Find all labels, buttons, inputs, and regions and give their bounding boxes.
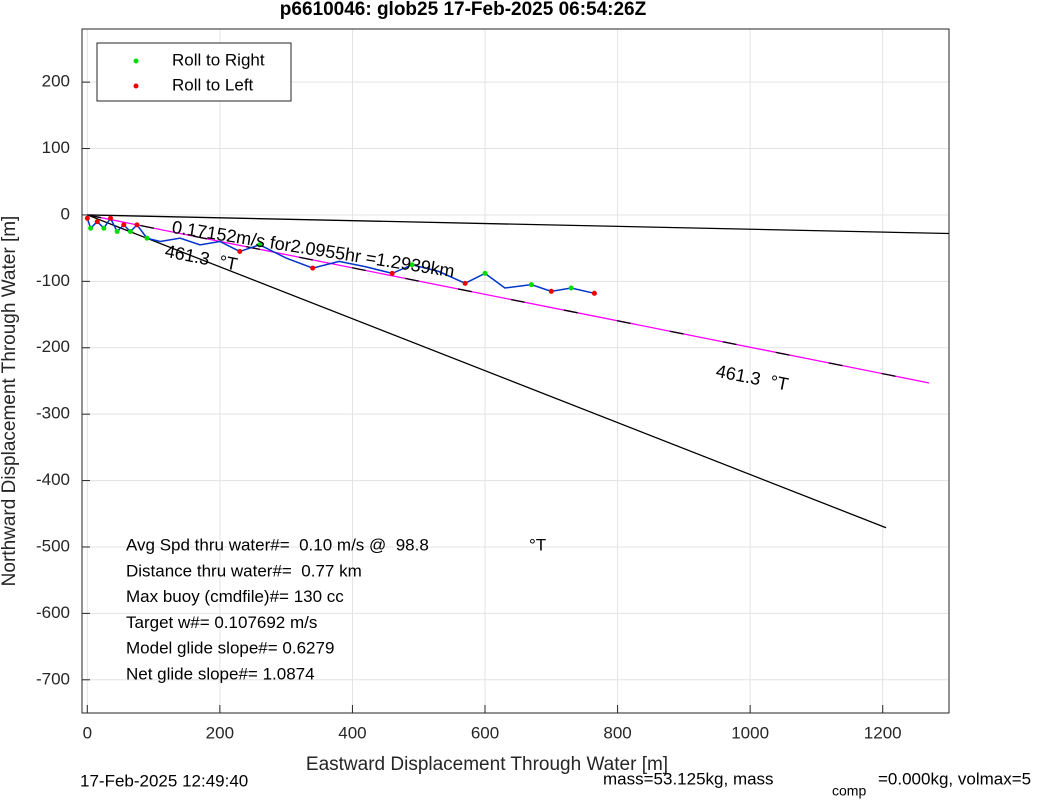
point bbox=[237, 248, 243, 254]
point bbox=[548, 288, 554, 294]
info-unit: °T bbox=[529, 535, 546, 554]
legend-marker bbox=[133, 83, 139, 89]
reference-line bbox=[87, 214, 887, 529]
y-tick-label: -600 bbox=[36, 603, 70, 622]
point bbox=[462, 280, 468, 286]
x-tick-label: 0 bbox=[83, 723, 92, 742]
legend-label: Roll to Left bbox=[172, 75, 254, 94]
info-line: Target w#= 0.107692 m/s bbox=[126, 613, 317, 632]
point bbox=[528, 282, 534, 288]
y-tick-label: -400 bbox=[36, 470, 70, 489]
point bbox=[121, 222, 127, 228]
reference-line bbox=[87, 214, 949, 235]
x-axis-label: Eastward Displacement Through Water [m] bbox=[306, 754, 668, 775]
y-tick-label: -100 bbox=[36, 271, 70, 290]
info-line: Avg Spd thru water#= 0.10 m/s @ 98.8 bbox=[126, 535, 429, 554]
point bbox=[482, 270, 488, 276]
point bbox=[310, 265, 316, 271]
point bbox=[409, 262, 415, 268]
axes-box bbox=[81, 28, 950, 714]
legend: Roll to Right Roll to Left bbox=[96, 42, 292, 102]
legend-marker bbox=[133, 58, 139, 64]
y-tick-label: -500 bbox=[36, 536, 70, 555]
footer-date: 17-Feb-2025 12:49:40 bbox=[80, 771, 248, 790]
y-tick-label: 200 bbox=[42, 72, 70, 91]
info-line: Model glide slope#= 0.6279 bbox=[126, 639, 334, 658]
point bbox=[591, 290, 597, 296]
point bbox=[101, 225, 107, 231]
legend-box bbox=[96, 42, 292, 102]
point bbox=[144, 235, 150, 241]
x-tick-label: 600 bbox=[471, 723, 499, 742]
point bbox=[108, 215, 114, 221]
x-tick-label: 1200 bbox=[864, 723, 902, 742]
reference-line-dash bbox=[87, 214, 930, 384]
point bbox=[127, 229, 133, 235]
y-tick-label: 0 bbox=[61, 204, 70, 223]
y-tick-label: -700 bbox=[36, 669, 70, 688]
point bbox=[94, 219, 100, 225]
chart-title: p6610046: glob25 17-Feb-2025 06:54:26Z bbox=[280, 0, 647, 20]
point bbox=[84, 215, 90, 221]
footer-rest: =0.000kg, volmax=5 bbox=[878, 769, 1031, 788]
point bbox=[568, 285, 574, 291]
info-line: Net glide slope#= 1.0874 bbox=[126, 664, 315, 683]
x-tick-label: 1000 bbox=[731, 723, 769, 742]
point bbox=[389, 270, 395, 276]
y-tick-label: -200 bbox=[36, 337, 70, 356]
y-axis-label: Northward Displacement Through Water [m] bbox=[0, 216, 20, 587]
x-tick-label: 400 bbox=[338, 723, 366, 742]
plot-content bbox=[82, 29, 949, 713]
point bbox=[114, 229, 120, 235]
y-tick-label: -300 bbox=[36, 404, 70, 423]
footer-comp: comp bbox=[832, 783, 866, 799]
legend-label: Roll to Right bbox=[172, 50, 265, 69]
point bbox=[88, 225, 94, 231]
point bbox=[134, 222, 140, 228]
x-tick-label: 200 bbox=[206, 723, 234, 742]
y-tick-label: 100 bbox=[42, 138, 70, 157]
point bbox=[257, 242, 263, 248]
info-line: Distance thru water#= 0.77 km bbox=[126, 561, 362, 580]
x-tick-label: 800 bbox=[603, 723, 631, 742]
footer-mass: mass=53.125kg, mass bbox=[603, 769, 774, 788]
info-line: Max buoy (cmdfile)#= 130 cc bbox=[126, 587, 344, 606]
